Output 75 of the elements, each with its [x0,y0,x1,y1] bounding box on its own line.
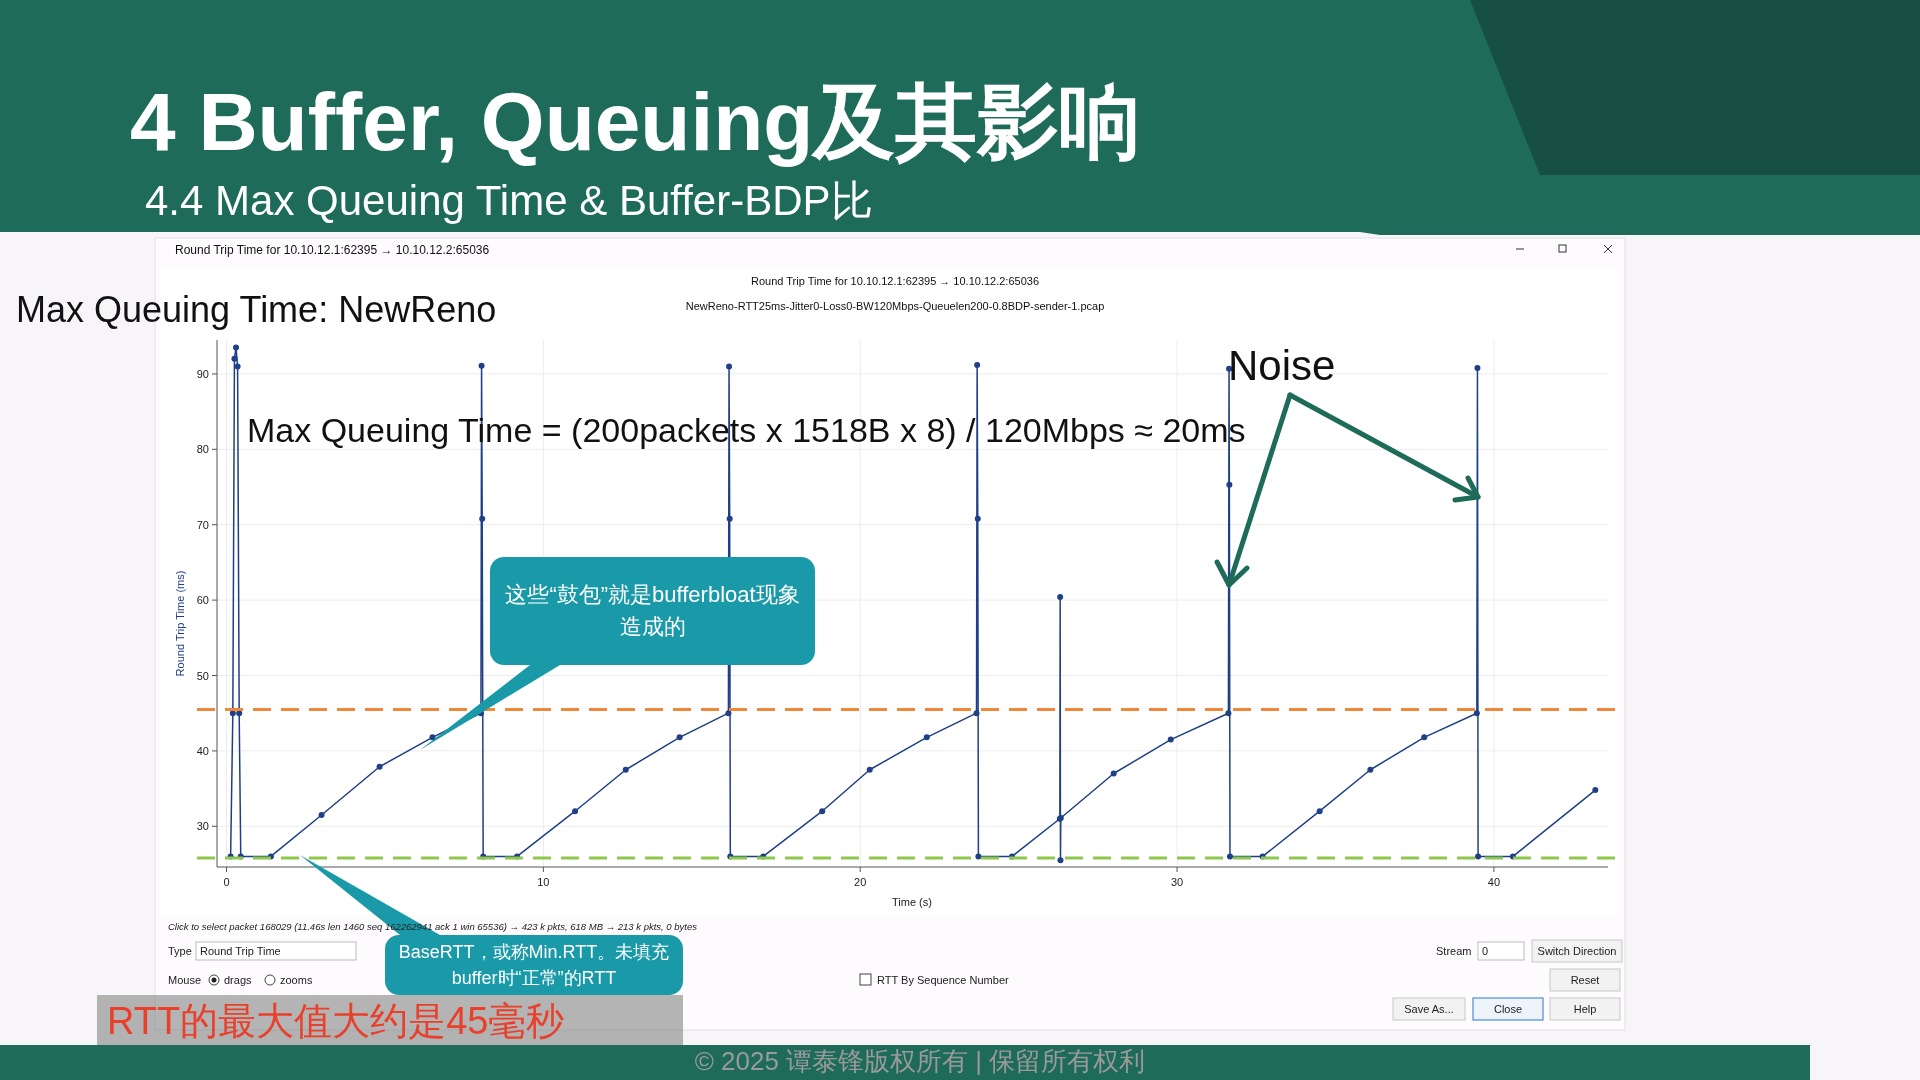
text: RTT By Sequence Number [877,974,1009,986]
point [1316,808,1323,815]
text: Max Queuing Time: NewReno [16,289,497,330]
point [572,808,579,815]
text: © 2025 谭泰锋版权所有 | 保留所有权利 [694,1046,1146,1076]
text: RTT的最大值大约是45毫秒 [107,1000,565,1042]
text: drags [224,974,253,986]
point [1226,853,1233,860]
point [1057,857,1064,864]
point [1167,736,1174,743]
text: Save As... [1404,1003,1454,1015]
point [866,766,873,773]
x-tick-label: 10 [537,876,550,888]
point [318,811,325,818]
y-tick-label: 30 [196,820,209,833]
text: Switch Direction [1537,945,1617,957]
text: Reset [1570,974,1600,986]
point [1057,594,1064,601]
x-axis-title: Time (s) [892,896,932,908]
point [974,361,981,368]
y-tick-label: 40 [196,744,209,757]
speech-bubble: 这些“鼓包”就是bufferbloat现象造成的 [420,557,815,750]
y-tick-label: 50 [196,669,209,682]
point [1475,853,1482,860]
point [973,710,980,717]
point [676,734,683,741]
y-tick-label: 70 [196,518,209,531]
point [231,355,238,362]
text: 0 [1482,945,1489,957]
point [236,710,243,717]
point [974,515,981,522]
point [234,363,241,370]
y-tick-label: 80 [196,443,209,456]
y-axis-title: Round Trip Time (ms) [174,570,186,677]
text: Stream [1436,945,1472,957]
x-tick-label: 30 [1170,876,1184,888]
text: Round Trip Time for 10.10.12.1:62395 → 10.10.12.2:65036 [175,243,490,257]
text: zooms [280,974,313,986]
text: Close [1493,1003,1523,1015]
point [923,734,930,741]
text: Type [168,945,192,957]
y-tick-label: 90 [196,367,209,380]
point [1474,364,1481,371]
point [726,515,733,522]
text: Help [1573,1003,1597,1015]
point [1367,766,1374,773]
point [1421,734,1428,741]
x-tick-label: 0 [223,876,230,888]
annotation: Noise [1228,342,1336,389]
y-tick-label: 60 [196,594,209,607]
point [429,734,436,741]
point [1110,770,1117,777]
chart-title: Round Trip Time for 10.10.12.1:62395 → 10.10.12.2:65036 [750,275,1040,287]
point [376,763,383,770]
annotation: 这些“鼓包”就是bufferbloat现象造成的 [504,581,801,641]
point [1473,710,1480,717]
point [1226,481,1233,488]
chart-subtitle: NewReno-RTT25ms-Jitter0-Loss0-BW120Mbps-Queuelen200-0.8BDP-sender-1.pcap [685,300,1105,312]
point [725,710,732,717]
point [229,710,236,717]
point [622,766,629,773]
point [479,515,486,522]
point [975,853,982,860]
text: 4.4 Max Queuing Time & Buffer-BDP比 [145,177,873,224]
x-tick-label: 20 [854,876,867,888]
point [726,363,733,370]
point [1225,710,1232,717]
text: Mouse [168,974,202,986]
point [233,344,240,351]
text: Round Trip Time [200,945,281,957]
x-tick-label: 40 [1487,876,1501,888]
point [1592,787,1599,794]
text: 4 Buffer, Queuing及其影响 [130,76,1142,167]
point [478,362,485,369]
point [819,808,826,815]
